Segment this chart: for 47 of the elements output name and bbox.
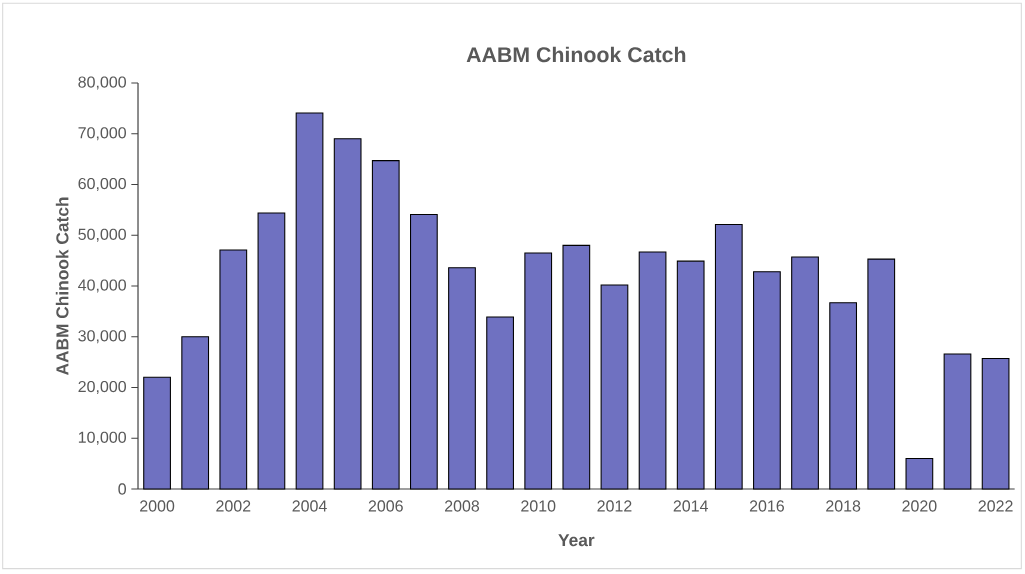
- bar: [753, 271, 781, 490]
- x-axis-title: Year: [558, 534, 595, 547]
- chart-title: AABM Chinook Catch: [466, 46, 686, 63]
- x-tick-label: 2002: [216, 500, 251, 512]
- y-tick-label: 60,000: [78, 177, 126, 192]
- bar: [676, 260, 705, 490]
- bar: [905, 458, 934, 490]
- x-tick-label: 2008: [444, 500, 480, 512]
- bar: [981, 358, 1010, 490]
- bar: [791, 256, 819, 490]
- x-tick-label: 2012: [597, 500, 632, 512]
- bar: [219, 249, 248, 490]
- y-tick-label: 40,000: [78, 279, 126, 293]
- x-tick-label: 2018: [826, 500, 861, 512]
- x-tick-label: 2004: [292, 500, 327, 512]
- y-tick-label: 50,000: [78, 228, 126, 242]
- bar: [562, 244, 591, 490]
- y-tick-label: 0: [118, 483, 127, 495]
- x-tick-label: 2020: [902, 500, 937, 512]
- bar: [943, 353, 972, 490]
- bar: [600, 284, 629, 490]
- bar: [181, 336, 210, 490]
- bar: [524, 252, 553, 490]
- bar: [486, 316, 514, 490]
- y-tick-label: 80,000: [78, 76, 126, 90]
- bar: [371, 160, 400, 490]
- y-tick-label: 10,000: [78, 431, 126, 445]
- x-tick-label: 2010: [521, 500, 556, 512]
- bar: [409, 213, 438, 490]
- x-tick-label: 2022: [978, 500, 1013, 512]
- x-tick-label: 2000: [140, 500, 175, 512]
- y-tick-label: 20,000: [78, 380, 126, 395]
- x-tick-label: 2006: [368, 500, 403, 512]
- bar: [448, 267, 476, 490]
- bar: [714, 224, 743, 490]
- bar: [867, 258, 896, 490]
- bar: [295, 112, 324, 490]
- bar: [333, 138, 362, 490]
- y-tick-label: 70,000: [78, 127, 126, 141]
- x-tick-label: 2014: [673, 500, 708, 512]
- y-tick-label: 30,000: [78, 330, 126, 344]
- y-axis-title: AABM Chinook Catch: [55, 197, 69, 376]
- bar: [638, 251, 667, 490]
- bar: [257, 212, 286, 490]
- bar: [829, 302, 858, 490]
- x-tick-label: 2016: [749, 500, 784, 512]
- bar: [143, 376, 171, 490]
